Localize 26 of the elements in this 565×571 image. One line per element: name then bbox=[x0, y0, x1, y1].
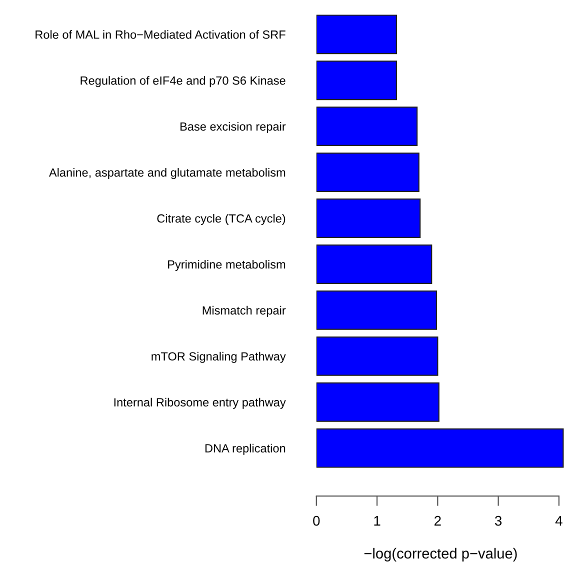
x-tick-label: 4 bbox=[555, 516, 562, 526]
bar bbox=[316, 290, 438, 330]
bar bbox=[316, 428, 564, 468]
y-tick-label: Alanine, aspartate and glutamate metabolism bbox=[48, 168, 286, 180]
bar bbox=[316, 14, 397, 54]
y-tick-label: Base excision repair bbox=[180, 122, 286, 134]
y-tick-label: Mismatch repair bbox=[202, 306, 286, 317]
bar bbox=[316, 244, 432, 284]
y-tick-label: DNA replication bbox=[205, 444, 286, 455]
y-tick-label: Citrate cycle (TCA cycle) bbox=[157, 214, 286, 225]
y-tick-label: Role of MAL in Rho−Mediated Activation of SRF bbox=[36, 30, 286, 39]
x-tick-label: 0 bbox=[313, 516, 320, 526]
bar bbox=[316, 60, 397, 100]
bar bbox=[316, 336, 438, 376]
bar bbox=[316, 198, 421, 238]
x-tick-label: 2 bbox=[434, 516, 441, 526]
y-tick-label: Internal Ribosome entry pathway bbox=[114, 398, 286, 409]
y-tick-label: mTOR Signaling Pathway bbox=[152, 352, 286, 363]
x-tick-label: 3 bbox=[494, 516, 502, 526]
bar bbox=[316, 382, 440, 422]
y-tick-label: Regulation of eIF4e and p70 S6 Kinase bbox=[80, 76, 286, 88]
bar bbox=[316, 106, 418, 146]
y-tick-label: Pyrimidine metabolism bbox=[168, 260, 286, 271]
x-tick-label: 1 bbox=[374, 516, 380, 526]
x-axis-title: −log(corrected p−value) bbox=[364, 548, 517, 562]
bar bbox=[316, 152, 420, 192]
